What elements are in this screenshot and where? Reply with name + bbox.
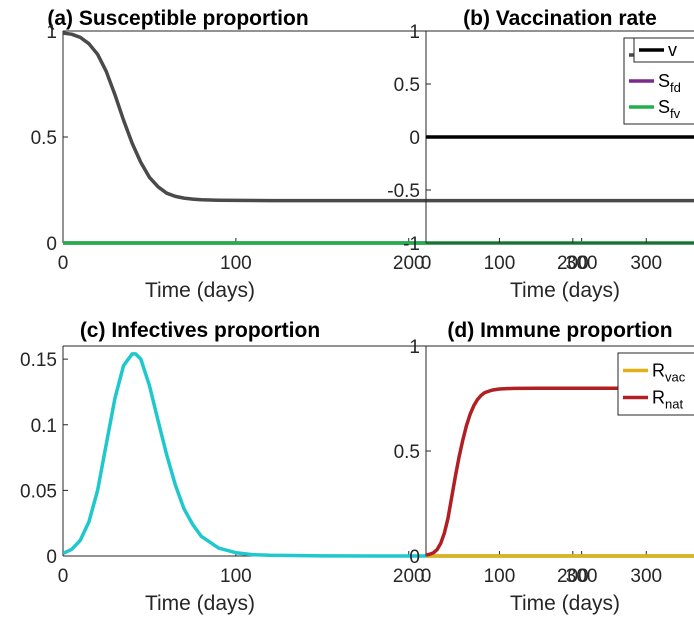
x-tick-label: 0 — [421, 566, 432, 587]
x-tick-label: 300 — [630, 253, 662, 274]
legend: v — [633, 37, 694, 63]
x-tick-label: 100 — [220, 253, 252, 274]
y-tick-label: 0.1 — [31, 416, 57, 437]
y-tick-label: 1 — [409, 337, 420, 358]
x-tick-label: 0 — [421, 253, 432, 274]
chart-panel-b: (b) Vaccination rate-1-0.500.510 100 200 30… — [387, 7, 694, 302]
y-tick-label: 0.15 — [20, 350, 57, 371]
y-tick-label: 0 — [409, 547, 420, 568]
series-line-S — [63, 31, 694, 203]
chart-title: (a) Susceptible proportion — [47, 7, 308, 30]
y-tick-label: 1 — [409, 22, 420, 43]
legend-label-Rnat: Rnat — [652, 388, 683, 412]
x-tick-label: 300 — [630, 566, 662, 587]
legend-label-Sfd: Sfd — [658, 71, 681, 95]
y-tick-label: -1 — [403, 234, 420, 255]
y-tick-label: 0.5 — [394, 442, 420, 463]
series-line-I — [63, 352, 694, 558]
y-tick-label: 0 — [46, 547, 57, 568]
legend-label-Rvac: Rvac — [652, 361, 686, 385]
y-tick-label: 0.5 — [31, 128, 57, 149]
series-line-Rnat — [426, 386, 694, 557]
x-tick-label: 200 — [393, 566, 425, 587]
y-tick-label: 0.5 — [394, 75, 420, 96]
legend-label-Sfv: Sfv — [658, 97, 681, 121]
chart-title: (b) Vaccination rate — [463, 7, 657, 30]
x-axis-label: Time (days) — [510, 592, 620, 615]
x-tick-label: 300 — [566, 253, 598, 274]
legend: Rvac Rnat — [617, 352, 694, 416]
x-axis-label: Time (days) — [145, 279, 255, 302]
chart-title: (d) Immune proportion — [447, 319, 672, 342]
x-tick-label: 100 — [220, 566, 252, 587]
y-tick-label: 1 — [46, 22, 57, 43]
legend-box — [633, 37, 694, 63]
y-tick-label: 0 — [46, 234, 57, 255]
y-tick-label: 0.05 — [20, 481, 57, 502]
x-tick-label: 100 — [484, 566, 516, 587]
x-tick-label: 200 — [557, 566, 589, 587]
x-tick-label: 0 — [58, 253, 69, 274]
legend-box — [617, 352, 694, 416]
x-axis-label: Time (days) — [145, 592, 255, 615]
x-tick-label: 200 — [557, 253, 589, 274]
legend-label-v: v — [668, 40, 677, 60]
x-tick-label: 0 — [58, 566, 69, 587]
y-tick-label: -0.5 — [387, 181, 420, 202]
y-tick-label: 0 — [409, 128, 420, 149]
x-tick-label: 200 — [393, 253, 425, 274]
chart-title: (c) Infectives proportion — [80, 319, 320, 342]
x-axis-label: Time (days) — [510, 279, 620, 302]
x-tick-label: 100 — [484, 253, 516, 274]
x-tick-label: 300 — [566, 566, 598, 587]
